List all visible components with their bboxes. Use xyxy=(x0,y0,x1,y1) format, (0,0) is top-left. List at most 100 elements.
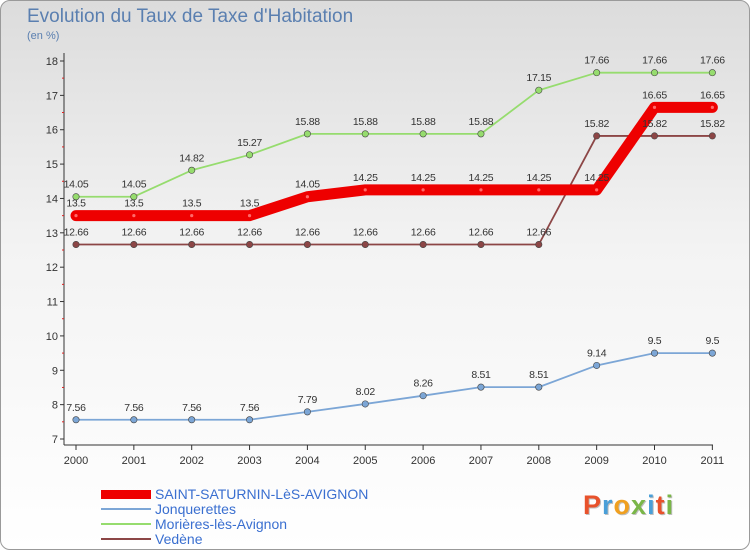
data-label: 14.25 xyxy=(411,172,436,184)
data-label: 15.88 xyxy=(411,116,436,128)
data-point xyxy=(593,69,601,77)
data-point xyxy=(479,188,483,192)
data-label: 12.66 xyxy=(64,227,89,239)
data-label: 7.56 xyxy=(182,402,202,414)
data-label: 15.88 xyxy=(295,116,320,128)
data-point xyxy=(419,392,427,400)
y-tick-label: 12 xyxy=(46,262,58,274)
data-point xyxy=(708,132,716,140)
data-point xyxy=(303,130,311,138)
data-point xyxy=(477,383,485,391)
data-point xyxy=(130,193,138,201)
data-point xyxy=(246,416,254,424)
data-label: 12.66 xyxy=(179,227,204,239)
x-tick-label: 2000 xyxy=(64,455,88,467)
data-point xyxy=(708,349,716,357)
data-label: 15.82 xyxy=(642,118,667,130)
data-label: 17.66 xyxy=(584,55,609,67)
data-point xyxy=(361,400,369,408)
data-label: 7.56 xyxy=(240,402,260,414)
logo-letter: r xyxy=(602,490,614,520)
data-point xyxy=(246,241,254,249)
x-tick-label: 2010 xyxy=(642,455,666,467)
y-tick-label: 8 xyxy=(52,400,58,412)
legend-label: Morières-lès-Avignon xyxy=(155,516,288,532)
data-point xyxy=(190,214,194,218)
y-tick-label: 13 xyxy=(46,228,58,240)
series-line xyxy=(75,135,714,246)
legend-swatch xyxy=(101,538,151,540)
data-label: 12.66 xyxy=(411,227,436,239)
data-point xyxy=(593,361,601,369)
logo-letter: i xyxy=(665,490,675,520)
logo-letter: P xyxy=(583,490,603,520)
data-point xyxy=(652,105,657,109)
data-point xyxy=(708,69,716,77)
data-label: 15.27 xyxy=(237,137,262,149)
data-point xyxy=(419,130,427,138)
data-label: 9.5 xyxy=(705,335,719,347)
data-point xyxy=(363,188,367,192)
legend-label: Vedène xyxy=(155,531,203,547)
data-point xyxy=(361,241,369,249)
data-label: 13.5 xyxy=(66,198,86,210)
data-label: 14.25 xyxy=(584,172,609,184)
data-label: 12.66 xyxy=(295,227,320,239)
data-point xyxy=(130,241,138,249)
data-point xyxy=(132,214,136,218)
x-tick-label: 2003 xyxy=(237,455,261,467)
logo-letter: o xyxy=(613,490,632,520)
proxiti-logo: Proxiti xyxy=(583,490,674,521)
data-point xyxy=(535,86,543,94)
data-label: 17.66 xyxy=(642,55,667,67)
data-label: 14.05 xyxy=(64,179,89,191)
y-tick-label: 18 xyxy=(46,56,58,68)
data-label: 14.05 xyxy=(121,179,146,191)
data-point xyxy=(188,166,196,174)
logo-letter: i xyxy=(647,490,656,520)
data-point xyxy=(650,132,658,140)
data-point xyxy=(188,416,196,424)
data-label: 12.66 xyxy=(469,227,494,239)
legend-label: SAINT-SATURNIN-LèS-AVIGNON xyxy=(155,486,369,502)
data-point xyxy=(130,416,138,424)
data-label: 7.56 xyxy=(124,402,144,414)
data-label: 7.56 xyxy=(66,402,86,414)
data-point xyxy=(535,383,543,391)
data-point xyxy=(477,130,485,138)
data-point xyxy=(246,151,254,159)
data-label: 8.26 xyxy=(413,378,433,390)
data-label: 15.88 xyxy=(353,116,378,128)
y-tick-label: 16 xyxy=(46,125,58,137)
data-label: 14.25 xyxy=(353,172,378,184)
data-point xyxy=(305,195,309,199)
data-label: 12.66 xyxy=(121,227,146,239)
x-tick-label: 2001 xyxy=(122,455,146,467)
data-point xyxy=(595,188,599,192)
data-label: 14.05 xyxy=(295,179,320,191)
legend-swatch xyxy=(101,489,151,499)
line-chart: 7 8 9 10 11 12 13 14 15 16 17 18 2000 2001 2002 2003 200… xyxy=(46,53,725,467)
x-tick-label: 2008 xyxy=(527,455,551,467)
data-point xyxy=(710,105,714,109)
data-point xyxy=(72,416,80,424)
y-tick-label: 17 xyxy=(46,90,58,102)
y-tick-label: 10 xyxy=(46,331,58,343)
data-point xyxy=(650,69,658,77)
x-tick-label: 2002 xyxy=(179,455,203,467)
legend-swatch xyxy=(101,508,151,510)
series-line xyxy=(70,101,718,222)
chart-unit-label: (en %) xyxy=(27,30,60,42)
data-label: 9.14 xyxy=(587,347,607,359)
logo-letter: x xyxy=(631,490,648,520)
data-label: 8.51 xyxy=(529,369,549,381)
data-label: 16.65 xyxy=(700,89,725,101)
data-label: 16.65 xyxy=(642,89,667,101)
data-point xyxy=(650,349,658,357)
data-label: 14.25 xyxy=(526,172,551,184)
data-point xyxy=(537,188,541,192)
data-label: 7.79 xyxy=(298,394,318,406)
data-label: 12.66 xyxy=(237,227,262,239)
data-label: 15.88 xyxy=(469,116,494,128)
data-label: 13.5 xyxy=(124,198,144,210)
